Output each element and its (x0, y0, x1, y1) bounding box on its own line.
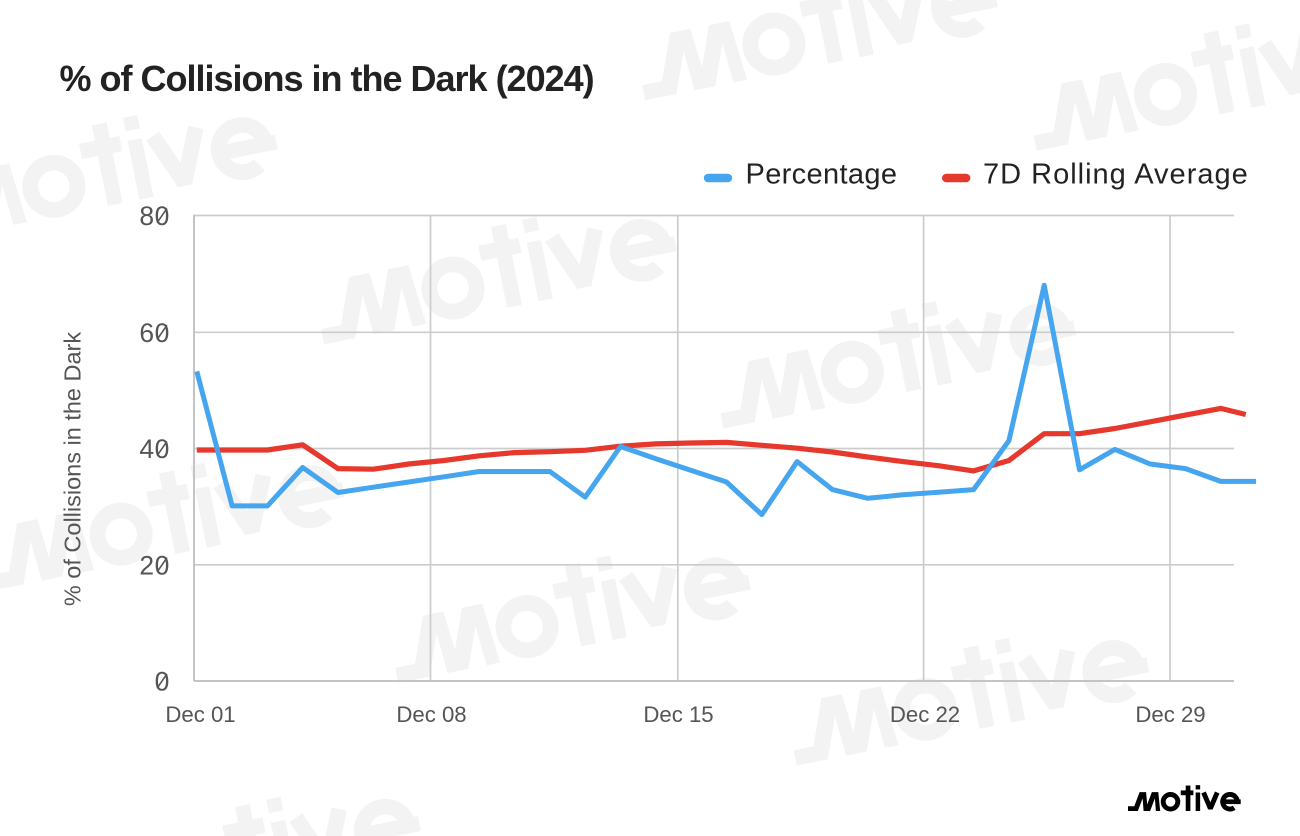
svg-text:Dec 22: Dec 22 (890, 702, 960, 727)
svg-text:Dec 01: Dec 01 (165, 702, 235, 727)
svg-text:80: 80 (139, 201, 170, 231)
svg-text:40: 40 (139, 434, 170, 464)
svg-text:60: 60 (139, 318, 170, 348)
svg-text:Dec 15: Dec 15 (643, 702, 713, 727)
svg-text:Percentage: Percentage (746, 159, 898, 191)
svg-text:20: 20 (139, 550, 170, 580)
svg-text:% of Collisions in the Dark (2: % of Collisions in the Dark (2024) (60, 58, 594, 99)
svg-text:% of Collisions in the Dark: % of Collisions in the Dark (60, 332, 86, 607)
svg-text:7D Rolling Average: 7D Rolling Average (983, 159, 1249, 191)
svg-text:Dec 08: Dec 08 (396, 702, 466, 727)
svg-text:Dec 29: Dec 29 (1135, 702, 1205, 727)
